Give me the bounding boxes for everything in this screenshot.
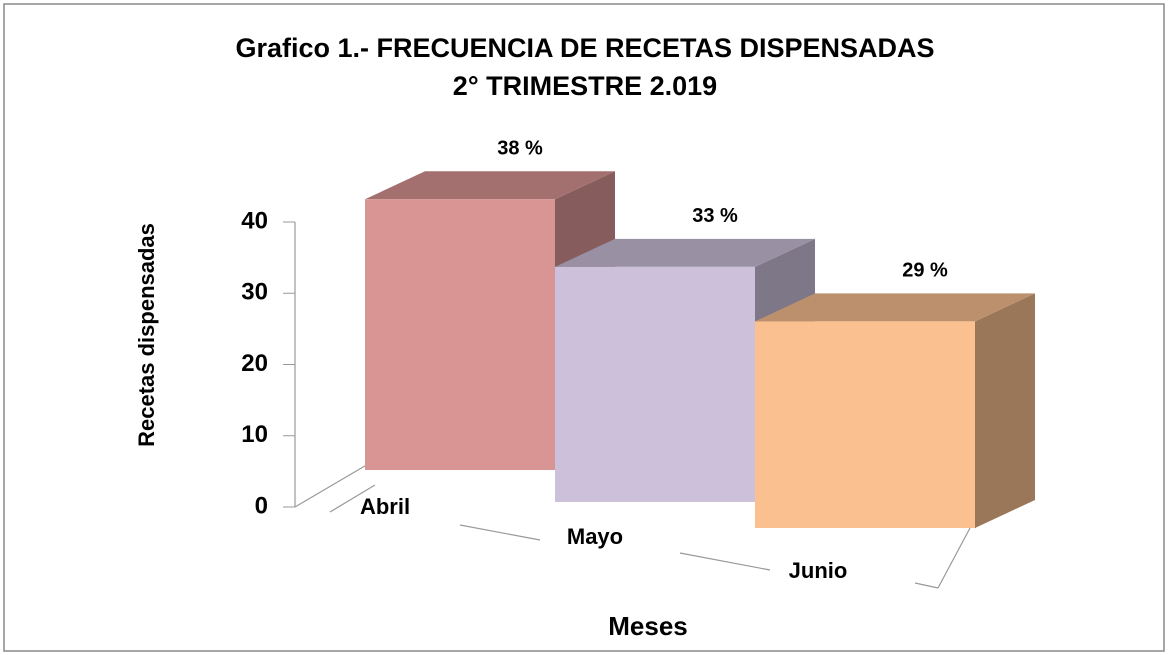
y-tick-label: 20	[241, 350, 268, 377]
y-tick-label: 30	[241, 279, 268, 306]
y-tick-label: 10	[241, 421, 268, 448]
bar-top	[365, 171, 615, 200]
data-label: 29 %	[902, 260, 948, 282]
chart-title: Grafico 1.- FRECUENCIA DE RECETAS DISPEN…	[235, 33, 934, 63]
x-tick-label: Junio	[789, 558, 848, 583]
data-label: 38 %	[497, 138, 543, 160]
bar	[365, 199, 555, 470]
y-tick-label: 40	[241, 207, 268, 234]
bar	[755, 321, 975, 528]
data-label: 33 %	[692, 205, 738, 227]
x-tick-label: Abril	[360, 494, 410, 519]
chart-subtitle: 2° TRIMESTRE 2.019	[453, 71, 717, 101]
y-tick-label: 0	[255, 492, 268, 519]
x-tick-label: Mayo	[567, 524, 623, 549]
bar-top	[555, 238, 815, 267]
bar	[555, 266, 755, 502]
y-axis-label: Recetas dispensadas	[134, 223, 159, 447]
bar-side	[975, 293, 1035, 528]
x-axis-label: Meses	[608, 611, 688, 641]
bar-top	[755, 293, 1035, 322]
